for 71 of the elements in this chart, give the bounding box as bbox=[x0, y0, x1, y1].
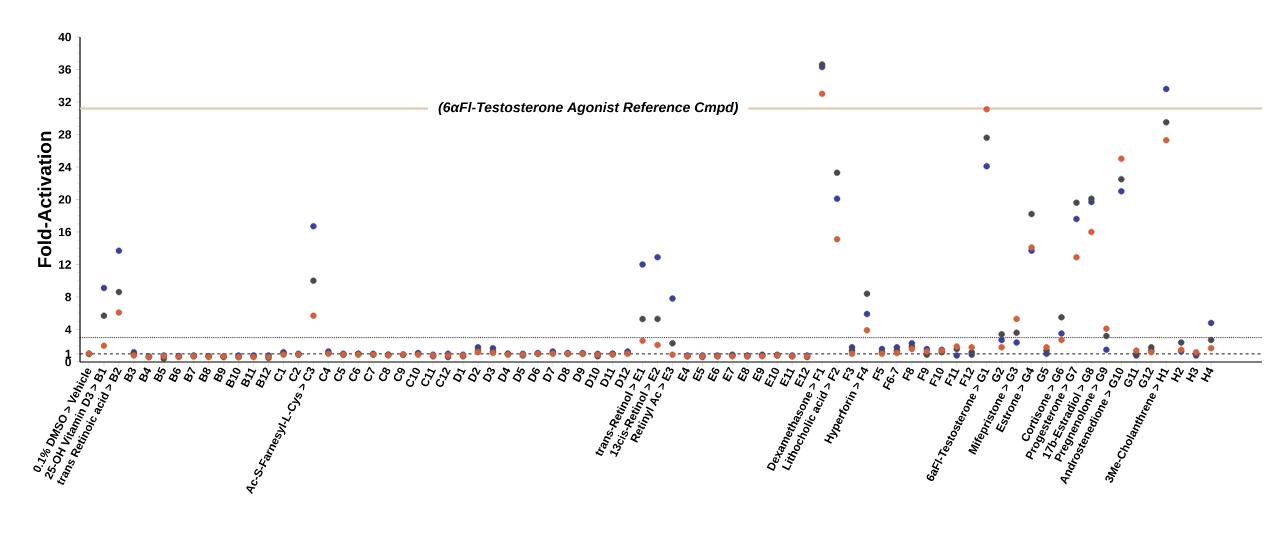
x-tick-label: E7 bbox=[722, 366, 734, 382]
x-tick-label: G12 bbox=[1138, 367, 1155, 388]
x-tick-label: G2 bbox=[992, 367, 1005, 382]
x-tick-label: D10 bbox=[584, 367, 600, 388]
x-tick-label: C10 bbox=[405, 367, 421, 387]
x-tick-label: B5 bbox=[153, 366, 166, 383]
y-axis-title: Fold-Activation bbox=[37, 131, 52, 268]
x-tick-label: E5 bbox=[692, 366, 705, 382]
x-tick-label: C1 bbox=[274, 368, 287, 382]
x-tick-label: E8 bbox=[737, 367, 750, 382]
x-tick-label: C2 bbox=[289, 367, 302, 382]
x-tick-label: F12 bbox=[959, 367, 975, 387]
x-tick-label: F3 bbox=[842, 367, 855, 382]
x-tick-label: D7 bbox=[542, 366, 555, 383]
x-tick-label: C4 bbox=[319, 367, 331, 382]
x-tick-label: H4 bbox=[1200, 367, 1214, 383]
x-tick-label: F10 bbox=[929, 367, 944, 387]
x-tick-label: G5 bbox=[1036, 366, 1049, 382]
x-tick-label: E9 bbox=[752, 367, 765, 382]
x-tick-label: F9 bbox=[917, 367, 929, 382]
x-tick-label: D3 bbox=[482, 367, 496, 383]
x-tick-label: B9 bbox=[213, 367, 226, 383]
x-tick-label: C5 bbox=[333, 366, 346, 382]
x-tick-label: B7 bbox=[183, 366, 196, 383]
x-tick-label: D9 bbox=[572, 367, 585, 383]
x-tick-label: C12 bbox=[435, 367, 451, 387]
x-tick-label: D4 bbox=[497, 367, 511, 383]
y-tick-label: 20 bbox=[58, 195, 71, 204]
x-tick-label: B3 bbox=[123, 367, 136, 383]
y-tick-label: 0 bbox=[65, 357, 71, 367]
y-tick-label: 12 bbox=[58, 260, 72, 269]
x-tick-label: G11 bbox=[1124, 368, 1140, 387]
x-tick-label: D8 bbox=[557, 367, 570, 383]
x-tick-label: E10 bbox=[764, 367, 780, 388]
x-tick-label: F11 bbox=[944, 368, 960, 387]
y-tick-label: 32 bbox=[58, 97, 72, 107]
x-tick-label: F8 bbox=[902, 367, 914, 382]
y-tick-label: 4 bbox=[65, 325, 72, 334]
x-tick-label: C11 bbox=[421, 368, 436, 387]
x-tick-label: B4 bbox=[138, 367, 152, 383]
y-tick-label: 16 bbox=[58, 227, 72, 237]
x-tick-label: C7 bbox=[363, 366, 375, 382]
y-tick-label: 1 bbox=[65, 349, 72, 358]
x-tick-label: C6 bbox=[348, 367, 361, 382]
x-tick-label: D2 bbox=[467, 367, 481, 383]
x-tick-label: H3 bbox=[1185, 367, 1199, 383]
x-tick-label: D1 bbox=[452, 368, 466, 383]
x-tick-label: C9 bbox=[393, 367, 406, 382]
x-tick-label: D11 bbox=[599, 368, 616, 388]
y-tick-label: 36 bbox=[58, 65, 72, 74]
x-tick-label: B8 bbox=[198, 367, 211, 383]
x-tick-label: E11 bbox=[779, 368, 796, 387]
ref-line-label: (6αFl-Testosterone Agonist Reference Cmpd) bbox=[438, 101, 738, 115]
x-tick-label: C8 bbox=[378, 367, 391, 382]
x-tick-label: D5 bbox=[512, 366, 525, 383]
x-tick-label: B10 bbox=[225, 367, 241, 388]
y-tick-label: 28 bbox=[58, 130, 72, 139]
x-tick-label: F5 bbox=[872, 366, 884, 382]
y-tick-label: 8 bbox=[65, 292, 72, 302]
y-tick-label: 40 bbox=[58, 32, 71, 42]
x-tick-label: E4 bbox=[677, 367, 690, 382]
x-tick-label: E12 bbox=[794, 367, 810, 388]
x-tick-label: D6 bbox=[527, 367, 540, 383]
x-tick-label: F6-7 bbox=[882, 366, 899, 391]
x-tick-label: D12 bbox=[614, 367, 631, 388]
x-tick-label: B6 bbox=[168, 367, 181, 383]
x-tick-label: B12 bbox=[255, 367, 272, 388]
x-tick-label: B11 bbox=[240, 368, 257, 388]
x-tick-label: E6 bbox=[707, 367, 720, 382]
x-tick-label: H2 bbox=[1170, 367, 1184, 383]
y-tick-label: 24 bbox=[58, 162, 72, 172]
